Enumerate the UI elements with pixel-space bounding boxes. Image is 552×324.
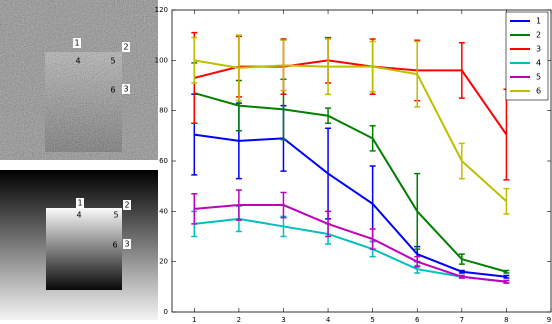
x-tick-label: 3 (281, 316, 285, 324)
y-tick-label: 120 (155, 6, 168, 14)
image-label: 5 (110, 57, 115, 66)
clean-image (0, 170, 158, 320)
x-tick-label: 7 (460, 316, 464, 324)
x-tick-label: 1 (192, 316, 196, 324)
y-tick-label: 40 (159, 207, 168, 215)
legend-label: 3 (536, 45, 541, 54)
image-label: 1 (77, 199, 82, 208)
image-label: 6 (110, 86, 115, 95)
x-tick-label: 4 (326, 316, 331, 324)
plot-area (172, 10, 551, 312)
image-label: 4 (75, 57, 80, 66)
x-tick-label: 2 (237, 316, 241, 324)
image-label: 5 (113, 211, 118, 220)
legend-label: 1 (536, 17, 541, 26)
image-label: 3 (124, 240, 129, 249)
legend-box (506, 12, 548, 100)
image-label: 1 (74, 39, 79, 48)
x-tick-label: 9 (547, 316, 551, 324)
legend-label: 6 (536, 87, 541, 96)
image-label: 3 (123, 85, 128, 94)
image-label: 4 (76, 211, 81, 220)
legend-label: 2 (536, 31, 541, 40)
noisy-image (0, 0, 158, 160)
legend-label: 4 (536, 59, 541, 68)
legend-label: 5 (536, 73, 541, 82)
y-tick-label: 100 (155, 56, 168, 64)
y-tick-label: 60 (159, 157, 168, 165)
figure: 1234561234560204060801001201234567891234… (0, 0, 552, 324)
x-tick-label: 8 (504, 316, 508, 324)
y-tick-label: 20 (159, 258, 168, 266)
image-label: 2 (123, 43, 128, 52)
x-tick-label: 6 (415, 316, 420, 324)
image-label: 6 (112, 241, 117, 250)
x-tick-label: 5 (370, 316, 374, 324)
image-label: 2 (124, 201, 129, 210)
y-tick-label: 80 (159, 107, 168, 115)
y-tick-label: 0 (164, 308, 168, 316)
